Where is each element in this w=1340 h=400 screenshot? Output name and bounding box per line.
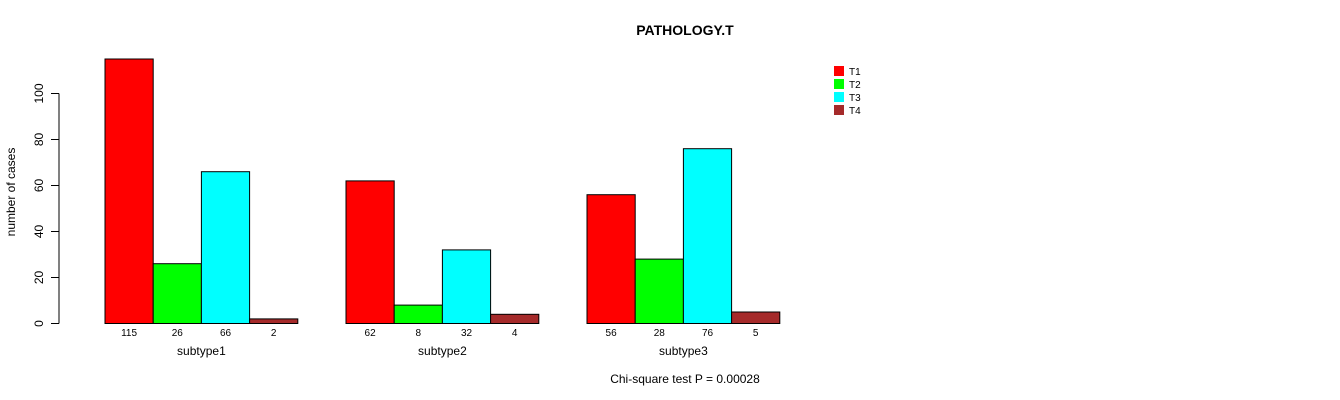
bar-subtype3-T3 [682, 148, 733, 324]
group-label-subtype2: subtype2 [418, 344, 467, 358]
y-tick-label: 80 [32, 133, 46, 147]
bar-subtype2-T3 [441, 249, 492, 324]
footnote: Chi-square test P = 0.00028 [610, 372, 760, 386]
bar-count-label: 8 [416, 328, 422, 339]
y-tick-label: 0 [32, 320, 46, 327]
bar-count-label: 4 [512, 328, 518, 339]
legend-label-T2: T2 [849, 80, 861, 91]
chart-title: PATHOLOGY.T [636, 22, 734, 38]
bar-count-label: 26 [172, 328, 184, 339]
bar-subtype2-T1 [345, 180, 395, 324]
bar-subtype3-T4 [731, 311, 781, 324]
legend-label-T4: T4 [849, 106, 861, 117]
legend-label-T3: T3 [849, 93, 861, 104]
legend-label-T1: T1 [849, 67, 861, 78]
y-axis: 0 20 40 60 80 100 [32, 83, 60, 327]
bar-count-label: 2 [271, 328, 277, 339]
bar-subtype3-T2 [634, 258, 684, 325]
bar-count-label: 76 [702, 328, 714, 339]
legend: T1 T2 T3 T4 [834, 66, 861, 117]
group-label-subtype3: subtype3 [659, 344, 708, 358]
bar-subtype1-T2 [152, 263, 202, 325]
bar-subtype1-T3 [200, 171, 251, 324]
bar-count-label: 56 [606, 328, 618, 339]
bar-subtype2-T2 [393, 304, 443, 325]
y-tick-label: 100 [32, 83, 46, 103]
bar-subtype3-T1 [586, 194, 636, 324]
bar-subtype2-T4 [490, 313, 540, 324]
bars: 115 26 66 2 subtype1 62 8 32 4 subtype2 56 28 76 5 sub… [104, 58, 781, 358]
bar-count-label: 32 [461, 328, 473, 339]
bar-subtype1-T4 [249, 318, 299, 324]
legend-swatch-T2 [834, 79, 844, 89]
bar-subtype1-T1 [104, 58, 154, 324]
bar-count-label: 5 [753, 328, 759, 339]
bar-count-label: 115 [121, 328, 137, 339]
legend-swatch-T4 [834, 105, 844, 115]
bar-count-label: 28 [654, 328, 666, 339]
y-tick-label: 40 [32, 225, 46, 239]
y-tick-label: 60 [32, 179, 46, 193]
y-tick-label: 20 [32, 271, 46, 285]
group-label-subtype1: subtype1 [177, 344, 226, 358]
bar-count-label: 66 [220, 328, 232, 339]
legend-swatch-T3 [834, 92, 844, 102]
bar-count-label: 62 [365, 328, 377, 339]
y-axis-label: number of cases [4, 148, 18, 237]
legend-swatch-T1 [834, 66, 844, 76]
